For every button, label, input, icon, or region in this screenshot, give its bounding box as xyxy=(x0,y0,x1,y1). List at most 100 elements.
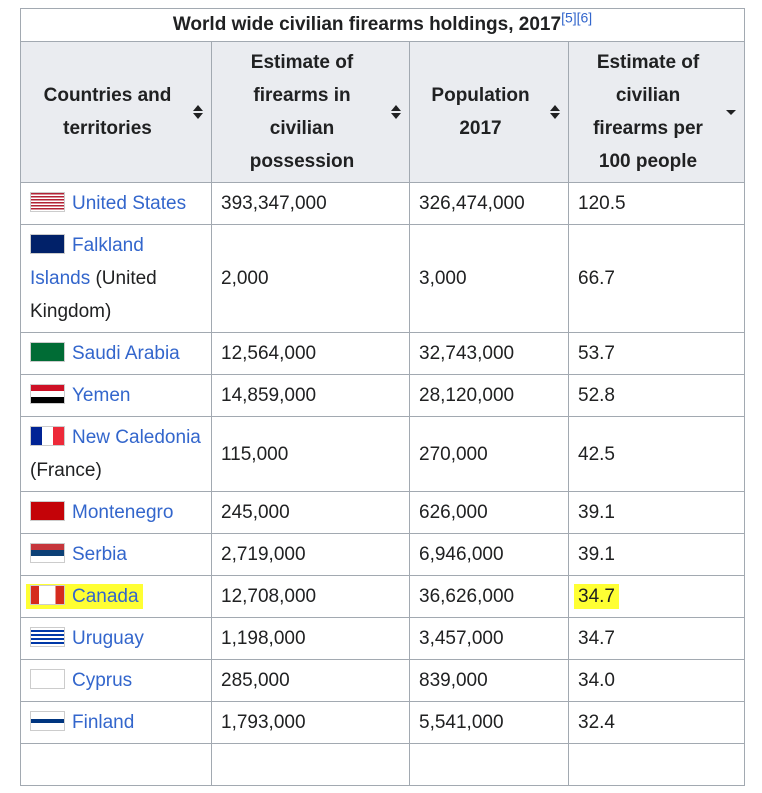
column-header[interactable]: Countries and territories xyxy=(20,41,212,183)
country-link[interactable]: Serbia xyxy=(72,544,127,565)
empty-cell xyxy=(409,743,569,786)
population-cell: 6,946,000 xyxy=(409,533,569,576)
table-row: Finland 1,793,000 5,541,000 32.4 xyxy=(20,701,746,744)
population-cell: 626,000 xyxy=(409,491,569,534)
per100-value: 39.1 xyxy=(578,544,615,565)
flag-icon xyxy=(30,627,65,647)
firearms-cell: 115,000 xyxy=(211,416,410,492)
table-row: Montenegro 245,000 626,000 39.1 xyxy=(20,491,746,534)
country-wrap: United States xyxy=(30,192,187,214)
empty-cell xyxy=(20,743,212,786)
column-header[interactable]: Estimate of firearms in civilian possess… xyxy=(211,41,410,183)
sort-icon[interactable] xyxy=(391,104,401,120)
country-link[interactable]: Cyprus xyxy=(72,670,133,691)
country-wrap: Montenegro xyxy=(30,501,174,523)
empty-cell xyxy=(211,743,410,786)
country-link[interactable]: New Caledonia xyxy=(72,427,201,448)
firearms-cell: 1,793,000 xyxy=(211,701,410,744)
per100-cell: 32.4 xyxy=(567,701,746,744)
country-cell: United States xyxy=(20,182,212,225)
population-cell: 3,000 xyxy=(409,224,569,333)
per100-value: 39.1 xyxy=(578,502,615,523)
sort-icon[interactable] xyxy=(726,104,737,120)
per100-value: 53.7 xyxy=(578,343,615,364)
per100-cell: 66.7 xyxy=(567,224,746,333)
flag-icon xyxy=(30,669,65,689)
country-cell: Cyprus xyxy=(20,659,212,702)
country-link[interactable]: Yemen xyxy=(72,385,131,406)
caption-row: World wide civilian firearms holdings, 2… xyxy=(19,8,746,42)
sort-icon[interactable] xyxy=(193,104,203,120)
population-cell: 839,000 xyxy=(409,659,569,702)
column-header-text: Population 2017 xyxy=(431,85,530,139)
per100-value: 34.0 xyxy=(578,670,615,691)
sort-icon[interactable] xyxy=(550,104,560,120)
country-wrap: Canada xyxy=(26,584,143,609)
caption-refs[interactable]: [5][6] xyxy=(561,9,593,26)
table-row: Yemen 14,859,000 28,120,000 52.8 xyxy=(20,374,746,417)
firearms-cell: 1,198,000 xyxy=(211,617,410,660)
country-cell: Canada xyxy=(20,575,212,618)
country-link[interactable]: Montenegro xyxy=(72,502,174,523)
flag-icon xyxy=(30,342,65,362)
per100-value: 32.4 xyxy=(578,712,615,733)
population-cell: 28,120,000 xyxy=(409,374,569,417)
table-row: United States 393,347,000 326,474,000 120.5 xyxy=(20,182,746,225)
flag-icon xyxy=(30,426,65,446)
table-row xyxy=(20,743,746,786)
firearms-cell: 14,859,000 xyxy=(211,374,410,417)
country-cell: Serbia xyxy=(20,533,212,576)
population-cell: 32,743,000 xyxy=(409,332,569,375)
table-row: Falkland Islands (United Kingdom) 2,000 3,… xyxy=(20,224,746,333)
country-link[interactable]: Canada xyxy=(72,586,139,607)
per100-value: 66.7 xyxy=(578,268,615,289)
per100-cell: 34.0 xyxy=(567,659,746,702)
country-cell: Saudi Arabia xyxy=(20,332,212,375)
country-wrap: Finland xyxy=(30,711,135,733)
firearms-cell: 393,347,000 xyxy=(211,182,410,225)
table-row: Uruguay 1,198,000 3,457,000 34.7 xyxy=(20,617,746,660)
flag-icon xyxy=(30,192,65,212)
column-header[interactable]: Population 2017 xyxy=(409,41,569,183)
country-link[interactable]: United States xyxy=(72,193,187,214)
country-wrap: Saudi Arabia xyxy=(30,342,180,364)
column-header-text: Estimate of civilian firearms per 100 pe… xyxy=(593,52,703,172)
flag-icon xyxy=(30,501,65,521)
country-link[interactable]: Uruguay xyxy=(72,628,144,649)
firearms-cell: 12,564,000 xyxy=(211,332,410,375)
population-cell: 36,626,000 xyxy=(409,575,569,618)
country-wrap: Yemen xyxy=(30,384,131,406)
population-cell: 270,000 xyxy=(409,416,569,492)
per100-value: 34.7 xyxy=(578,628,615,649)
country-wrap: New Caledonia (France) xyxy=(30,426,201,481)
country-cell: New Caledonia (France) xyxy=(20,416,212,492)
firearms-cell: 245,000 xyxy=(211,491,410,534)
flag-icon xyxy=(30,234,65,254)
firearms-cell: 12,708,000 xyxy=(211,575,410,618)
table-row: Saudi Arabia 12,564,000 32,743,000 53.7 xyxy=(20,332,746,375)
country-cell: Falkland Islands (United Kingdom) xyxy=(20,224,212,333)
caption: World wide civilian firearms holdings, 2… xyxy=(19,8,746,42)
country-link[interactable]: Finland xyxy=(72,712,135,733)
country-wrap: Cyprus xyxy=(30,669,133,691)
per100-cell: 42.5 xyxy=(567,416,746,492)
firearms-cell: 285,000 xyxy=(211,659,410,702)
per100-cell: 34.7 xyxy=(567,617,746,660)
per100-value: 120.5 xyxy=(578,193,626,214)
table-body: World wide civilian firearms holdings, 2… xyxy=(19,8,746,786)
per100-cell: 120.5 xyxy=(567,182,746,225)
country-note: (United Kingdom) xyxy=(30,268,157,322)
table-row: Canada 12,708,000 36,626,000 34.7 xyxy=(20,575,746,618)
table-row: Cyprus 285,000 839,000 34.0 xyxy=(20,659,746,702)
country-link[interactable]: Falkland Islands xyxy=(30,235,144,289)
column-header[interactable]: Estimate of civilian firearms per 100 pe… xyxy=(567,41,746,183)
country-cell: Uruguay xyxy=(20,617,212,660)
per100-cell: 52.8 xyxy=(567,374,746,417)
country-link[interactable]: Saudi Arabia xyxy=(72,343,180,364)
per100-value: 34.7 xyxy=(574,584,619,609)
country-cell: Finland xyxy=(20,701,212,744)
per100-cell: 34.7 xyxy=(567,575,746,618)
per100-value: 42.5 xyxy=(578,443,615,465)
per100-cell: 39.1 xyxy=(567,491,746,534)
